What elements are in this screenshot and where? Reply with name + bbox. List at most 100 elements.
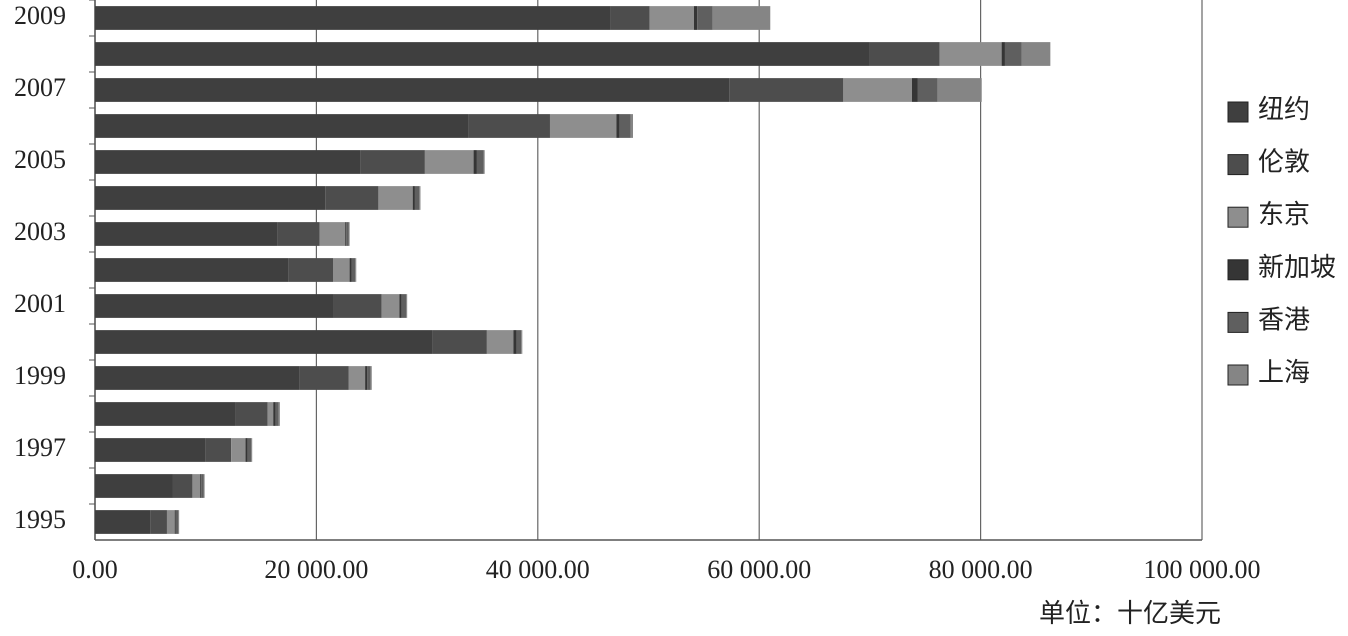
bar-segment [406, 294, 408, 318]
bar-segment [174, 510, 176, 534]
bar-segment [231, 438, 246, 462]
bar-segment [345, 222, 347, 246]
bar-segment [201, 474, 204, 498]
bar-segment [1001, 42, 1005, 66]
legend-label: 东京 [1258, 200, 1310, 229]
bar-segment [630, 114, 634, 138]
bar-segment [616, 114, 620, 138]
y-tick-label: 2009 [14, 1, 66, 30]
bar-segment [937, 78, 982, 102]
legend-swatch [1227, 311, 1249, 333]
bar-segment [610, 6, 650, 30]
y-tick-label: 2005 [14, 145, 66, 174]
bar-segment [516, 330, 522, 354]
bar-segment [521, 330, 523, 354]
bar-segment [95, 78, 730, 102]
bar-segment [95, 186, 326, 210]
legend-swatch [1227, 206, 1249, 228]
legend-swatch [1227, 364, 1249, 386]
bar-segment [917, 78, 938, 102]
unit-label: 单位：十亿美元 [1039, 599, 1221, 628]
bar-segment [729, 78, 844, 102]
bar-segment [95, 438, 206, 462]
bar-segment [95, 330, 433, 354]
bar-segment [203, 474, 205, 498]
bar-segment [346, 222, 349, 246]
y-tick-label: 2003 [14, 217, 66, 246]
x-tick-label: 80 000.00 [929, 555, 1033, 584]
bar-segment [95, 474, 173, 498]
bar-segment [381, 294, 400, 318]
bar-segment [367, 366, 371, 390]
bar-segment [712, 6, 771, 30]
bar-segment [333, 294, 382, 318]
x-tick-label: 100 000.00 [1144, 555, 1261, 584]
bar-segment [412, 186, 415, 210]
bar-segment [513, 330, 517, 354]
x-tick-label: 0.00 [72, 555, 118, 584]
bar-segment [486, 330, 514, 354]
bar-segment [414, 186, 420, 210]
legend-label: 香港 [1258, 305, 1310, 334]
bar-segment [468, 114, 550, 138]
bar-segment [150, 510, 167, 534]
bar-segment [649, 6, 694, 30]
bar-segment [95, 150, 361, 174]
bar-segment [424, 150, 474, 174]
y-tick-label: 1995 [14, 505, 66, 534]
bar-segment [549, 114, 617, 138]
bar-segment [166, 510, 175, 534]
bar-segment [370, 366, 372, 390]
legend-label: 上海 [1258, 358, 1310, 387]
y-tick-label: 1999 [14, 361, 66, 390]
bar-segment [401, 294, 407, 318]
bar-segment [95, 294, 334, 318]
x-tick-label: 40 000.00 [486, 555, 590, 584]
bar-segment [277, 222, 320, 246]
bar-segment [399, 294, 402, 318]
bar-segment [843, 78, 912, 102]
bar-segment [1021, 42, 1051, 66]
bar-segment [355, 258, 357, 282]
legend-label: 新加坡 [1258, 253, 1336, 282]
bar-segment [192, 474, 201, 498]
bar-segment [360, 150, 425, 174]
y-tick-label: 1997 [14, 433, 66, 462]
bar-segment [278, 402, 280, 426]
bar-segment [275, 402, 279, 426]
x-tick-label: 20 000.00 [264, 555, 368, 584]
bar-segment [432, 330, 487, 354]
y-tick-label: 2001 [14, 289, 66, 318]
bar-segment [349, 258, 352, 282]
bar-segment [319, 222, 346, 246]
bar-segment [697, 6, 713, 30]
legend-swatch [1227, 259, 1249, 281]
bar-segment [95, 510, 151, 534]
y-tick-label: 2007 [14, 73, 66, 102]
bar-segment [483, 150, 485, 174]
bar-segment [95, 402, 236, 426]
bar-segment [351, 258, 356, 282]
bar-segment [95, 42, 870, 66]
bar-segment [205, 438, 232, 462]
bar-segment [939, 42, 1002, 66]
bar-segment [325, 186, 379, 210]
bar-segment [175, 510, 179, 534]
bar-segment [172, 474, 193, 498]
bar-segment [95, 114, 469, 138]
bar-segment [235, 402, 268, 426]
bar-segment [1004, 42, 1022, 66]
bar-segment [267, 402, 274, 426]
bar-segment [95, 6, 611, 30]
bar-segment [251, 438, 253, 462]
legend-swatch [1227, 154, 1249, 176]
bar-segment [288, 258, 334, 282]
bar-segment [378, 186, 413, 210]
legend-label: 伦敦 [1258, 148, 1310, 177]
bar-segment [365, 366, 368, 390]
bar-segment [911, 78, 918, 102]
bar-segment [476, 150, 484, 174]
legend-swatch [1227, 101, 1249, 123]
bar-segment [619, 114, 631, 138]
bar-segment [178, 510, 180, 534]
